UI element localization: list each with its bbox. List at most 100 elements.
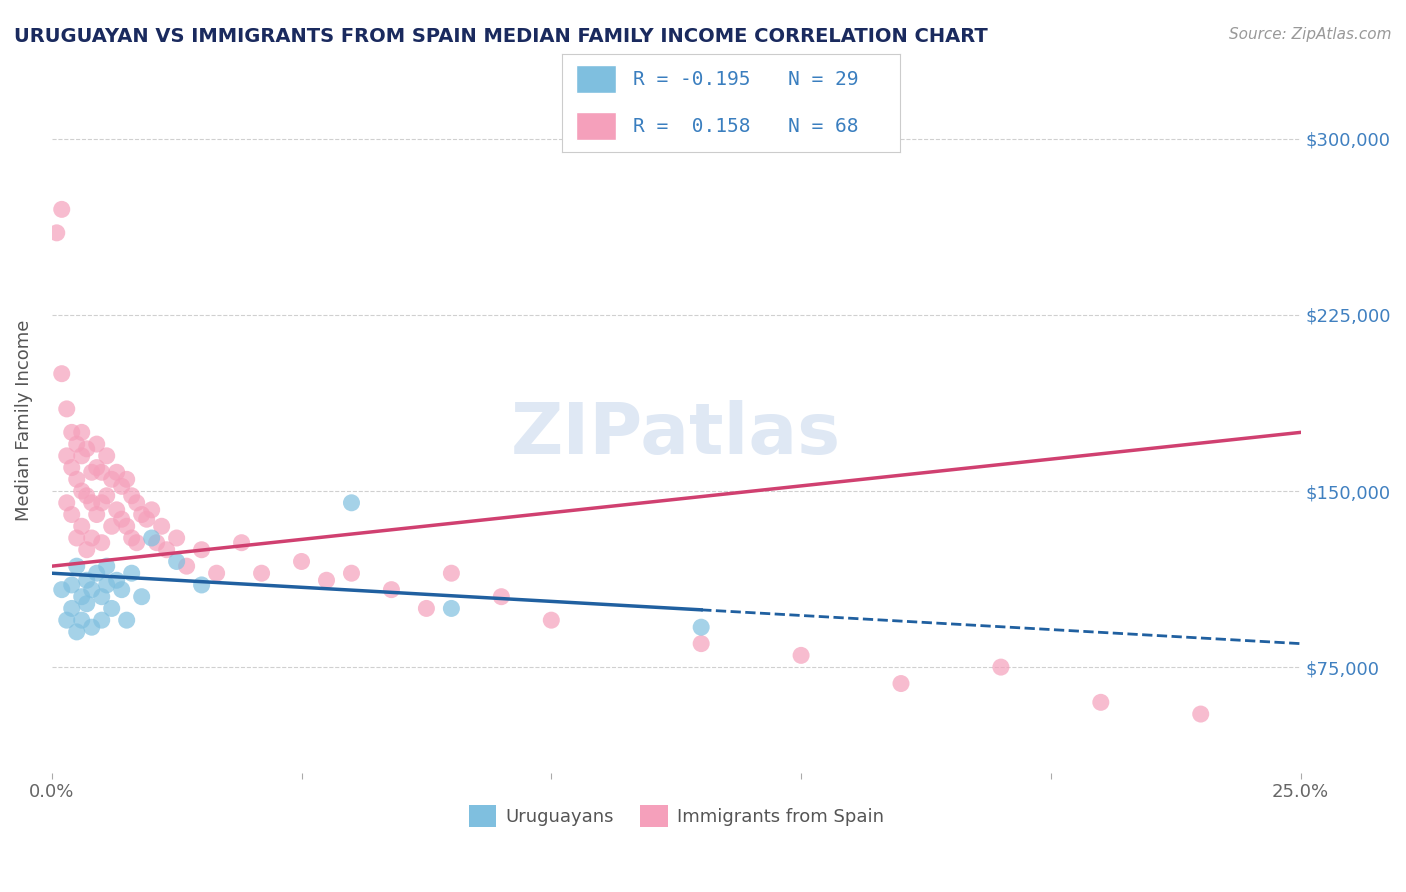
Point xyxy=(45,226,67,240)
Point xyxy=(51,367,73,381)
Point xyxy=(66,437,89,451)
Text: N = 68: N = 68 xyxy=(789,117,859,136)
Point xyxy=(111,479,134,493)
Point xyxy=(690,637,713,651)
Point xyxy=(70,590,93,604)
Point xyxy=(491,590,513,604)
Text: URUGUAYAN VS IMMIGRANTS FROM SPAIN MEDIAN FAMILY INCOME CORRELATION CHART: URUGUAYAN VS IMMIGRANTS FROM SPAIN MEDIA… xyxy=(14,27,988,45)
Point xyxy=(76,489,98,503)
Point xyxy=(60,508,83,522)
Text: ZIPatlas: ZIPatlas xyxy=(512,401,841,469)
Point xyxy=(100,472,122,486)
Point xyxy=(125,496,148,510)
Legend: Uruguayans, Immigrants from Spain: Uruguayans, Immigrants from Spain xyxy=(461,797,891,834)
Point xyxy=(90,590,112,604)
Point xyxy=(100,519,122,533)
Point xyxy=(121,489,143,503)
Point xyxy=(70,519,93,533)
Point xyxy=(190,542,212,557)
Point xyxy=(76,597,98,611)
Point xyxy=(166,531,188,545)
Point xyxy=(115,613,138,627)
Point xyxy=(135,512,157,526)
Point xyxy=(1090,695,1112,709)
Point xyxy=(76,442,98,456)
Point xyxy=(131,590,153,604)
Point xyxy=(205,566,228,581)
Point xyxy=(90,496,112,510)
Point xyxy=(80,582,103,597)
Point xyxy=(66,472,89,486)
Point xyxy=(231,535,253,549)
Point xyxy=(86,508,108,522)
Point xyxy=(55,449,77,463)
Point xyxy=(125,535,148,549)
Point xyxy=(96,559,118,574)
Point xyxy=(121,566,143,581)
Point xyxy=(111,582,134,597)
Point xyxy=(156,542,179,557)
Point xyxy=(51,582,73,597)
Point xyxy=(96,578,118,592)
Point xyxy=(86,437,108,451)
Point xyxy=(70,425,93,440)
Point xyxy=(105,574,128,588)
Point xyxy=(90,613,112,627)
Point xyxy=(100,601,122,615)
Point xyxy=(76,542,98,557)
Point xyxy=(440,601,463,615)
Point xyxy=(131,508,153,522)
Point xyxy=(340,496,363,510)
Text: R = -0.195: R = -0.195 xyxy=(633,70,751,88)
Point xyxy=(96,449,118,463)
Point xyxy=(1189,707,1212,722)
Point xyxy=(111,512,134,526)
Point xyxy=(70,484,93,499)
Point xyxy=(80,531,103,545)
Point xyxy=(166,554,188,568)
Point xyxy=(80,620,103,634)
Point xyxy=(60,460,83,475)
Point xyxy=(115,519,138,533)
Point xyxy=(380,582,402,597)
Point xyxy=(990,660,1012,674)
Point xyxy=(60,578,83,592)
Point xyxy=(66,531,89,545)
Point xyxy=(115,472,138,486)
Point xyxy=(86,460,108,475)
Point xyxy=(80,496,103,510)
Point xyxy=(540,613,562,627)
Text: N = 29: N = 29 xyxy=(789,70,859,88)
Text: R =  0.158: R = 0.158 xyxy=(633,117,751,136)
FancyBboxPatch shape xyxy=(576,65,616,93)
Point xyxy=(690,620,713,634)
Point xyxy=(440,566,463,581)
Y-axis label: Median Family Income: Median Family Income xyxy=(15,320,32,521)
Point xyxy=(105,503,128,517)
Point xyxy=(90,535,112,549)
Point xyxy=(60,601,83,615)
Point xyxy=(150,519,173,533)
Point xyxy=(66,624,89,639)
Point xyxy=(250,566,273,581)
FancyBboxPatch shape xyxy=(576,112,616,140)
Point xyxy=(55,613,77,627)
Point xyxy=(415,601,437,615)
Point xyxy=(60,425,83,440)
Point xyxy=(70,613,93,627)
Point xyxy=(141,531,163,545)
Point xyxy=(315,574,337,588)
Point xyxy=(90,465,112,479)
Point xyxy=(176,559,198,574)
Point xyxy=(340,566,363,581)
Point xyxy=(55,496,77,510)
Point xyxy=(121,531,143,545)
Point xyxy=(86,566,108,581)
Point xyxy=(55,401,77,416)
Point xyxy=(70,449,93,463)
Point xyxy=(80,465,103,479)
Point xyxy=(105,465,128,479)
Point xyxy=(290,554,312,568)
Point xyxy=(51,202,73,217)
Point xyxy=(96,489,118,503)
